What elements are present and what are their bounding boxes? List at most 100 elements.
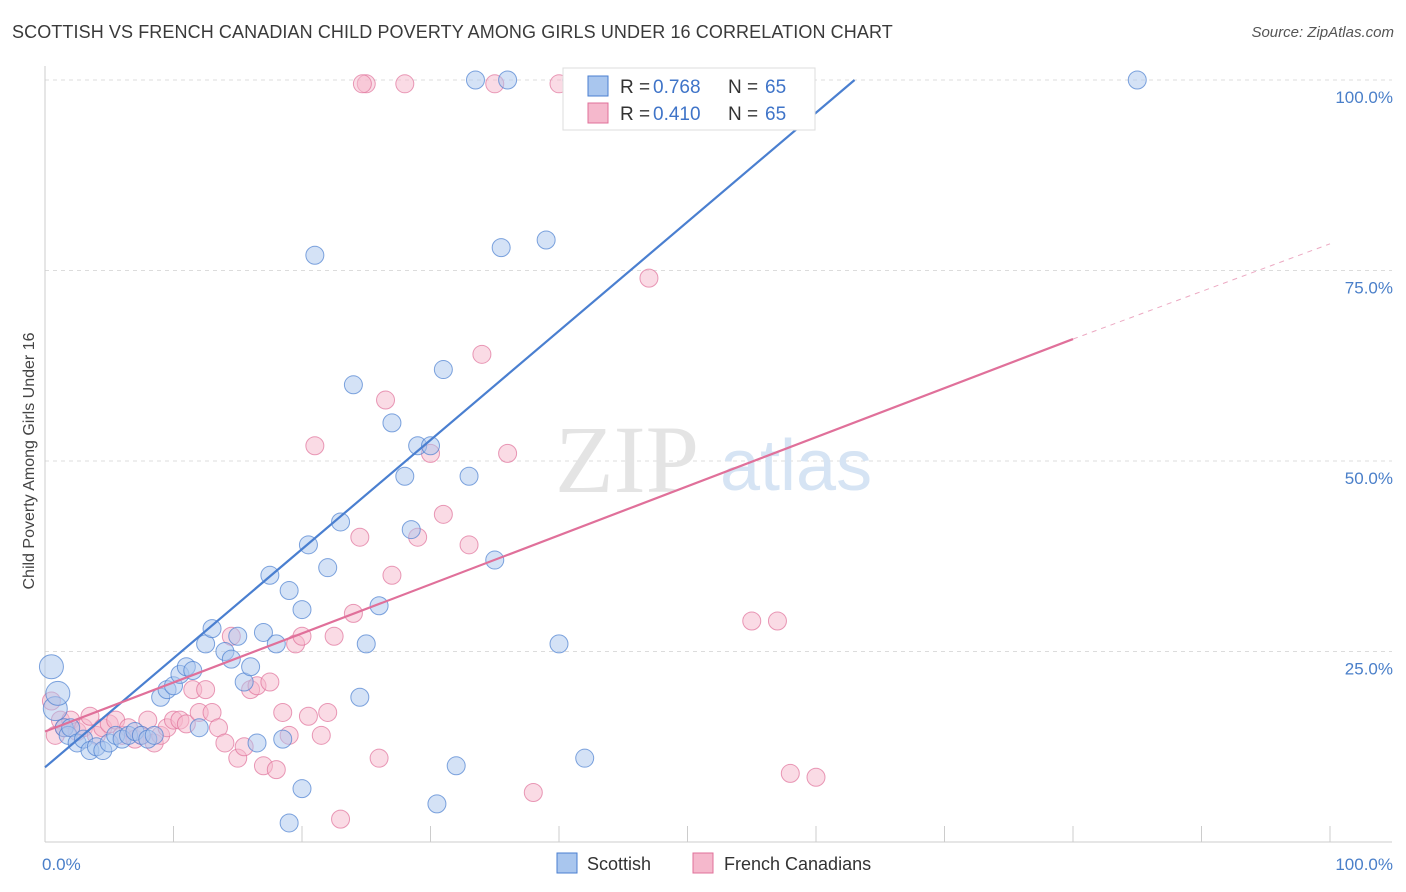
french-canadians-point [639,268,659,288]
y-tick-label: 50.0% [1345,469,1393,488]
scottish-point [498,70,518,90]
french-canadians-point [472,344,492,364]
scottish-point [549,634,569,654]
scottish-point [253,622,273,642]
chart-title: SCOTTISH VS FRENCH CANADIAN CHILD POVERT… [12,22,893,42]
french-canadians-point [196,680,216,700]
scottish-point [427,794,447,814]
scottish-point [241,657,261,677]
french-canadians-point [382,565,402,585]
y-axis-label: Child Poverty Among Girls Under 16 [21,332,38,589]
french-canadians-point [523,782,543,802]
french-canadians-point [806,767,826,787]
french-canadians-trend-line [44,338,1074,733]
scottish-point [491,238,511,258]
french-canadians-point [324,626,344,646]
french-canadians-point [305,436,325,456]
french-canadians-point [376,390,396,410]
x-tick-label: 0.0% [42,855,81,874]
series-legend-label-scottish: Scottish [587,854,651,874]
french-canadians-point [318,702,338,722]
french-canadians-point [369,748,389,768]
scottish-point [38,654,64,680]
scottish-point [1127,70,1147,90]
series-legend-swatch-scottish [556,852,578,874]
watermark-atlas: atlas [720,426,872,506]
french-canadians-point [273,702,293,722]
scottish-point [318,558,338,578]
scottish-point [401,520,421,540]
scottish-point [144,725,164,745]
scottish-point [279,581,299,601]
series-legend: Scottish French Canadians [556,852,871,874]
scottish-point [45,680,71,706]
scottish-point [189,718,209,738]
french-canadians-point [331,809,351,829]
scottish-point [292,779,312,799]
french-canadians-point [459,535,479,555]
scottish-points [38,70,1147,833]
series-legend-label-french-canadians: French Canadians [724,854,871,874]
legend-r-value-scottish: 0.768 [653,77,701,98]
scottish-point [221,649,241,669]
french-canadians-point [498,443,518,463]
stats-legend-swatch-french-canadians [587,102,609,124]
french-canadians-point [350,527,370,547]
y-tick-label: 75.0% [1345,279,1393,298]
french-canadians-point [298,706,318,726]
watermark-zip: ZIP [555,406,699,513]
scottish-point [446,756,466,776]
scottish-point [459,466,479,486]
scottish-point [279,813,299,833]
french-canadians-point [266,760,286,780]
legend-r-value-french-canadians: 0.410 [653,104,701,125]
scottish-point [465,70,485,90]
scottish-point [202,619,222,639]
grid-lines [45,79,1392,652]
french-canadians-point [215,733,235,753]
scottish-point [421,436,440,456]
legend-r-label-french-canadians: R = [620,104,650,125]
scottish-point [247,733,267,753]
french-canadians-point [780,763,800,783]
scottish-point [575,748,595,768]
scottish-point [305,245,325,265]
stats-legend-swatch-scottish [587,75,609,97]
scottish-trend-line [44,79,856,769]
legend-n-value-french-canadians: 65 [765,104,786,125]
legend-n-label-french-canadians: N = [728,104,758,125]
scottish-point [536,230,556,250]
series-legend-swatch-french-canadians [692,852,714,874]
legend-r-label-scottish: R = [620,77,650,98]
scottish-point [331,512,351,532]
scottish-point [273,729,293,749]
french-canadians-point [260,672,280,692]
stats-legend: R = 0.768 N = 65 R = 0.410 N = 65 [562,67,816,131]
x-tick-label: 100.0% [1335,855,1393,874]
scottish-point [382,413,402,433]
trend-lines [44,79,1331,769]
french-canadians-point [395,74,415,94]
scottish-point [228,626,248,646]
scottish-point [395,466,415,486]
scottish-point [356,634,376,654]
french-canadians-point [742,611,762,631]
french-canadians-point [767,611,787,631]
french-canadians-point [433,504,453,524]
french-canadians-point [352,74,372,94]
scottish-point [350,687,370,707]
legend-n-label-scottish: N = [728,77,758,98]
watermark: ZIP atlas [555,406,872,513]
chart-source: Source: ZipAtlas.com [1251,24,1394,41]
french-canadians-trend-extension [1072,243,1331,340]
scottish-point [433,360,453,380]
scottish-point [343,375,363,395]
y-tick-label: 25.0% [1345,660,1393,679]
tick-labels: 25.0% 50.0% 75.0% 100.0% 0.0% 100.0% [42,88,1393,874]
french-canadians-point [311,725,331,745]
legend-n-value-scottish: 65 [765,77,786,98]
scottish-point [292,600,312,620]
axes [44,66,1392,843]
y-tick-label: 100.0% [1335,88,1393,107]
